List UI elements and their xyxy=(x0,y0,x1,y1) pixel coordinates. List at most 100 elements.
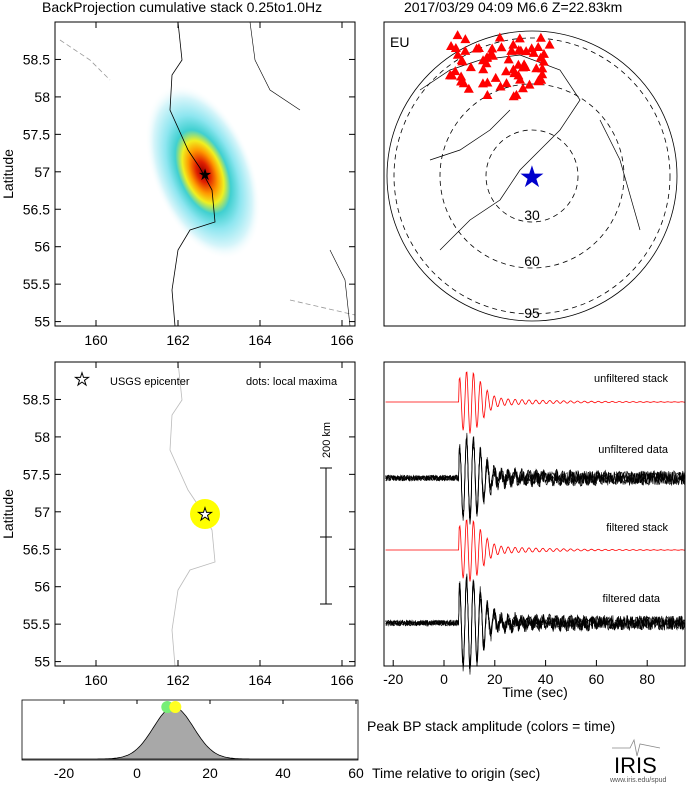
x-tick-label: 20 xyxy=(487,671,503,687)
boundary-line xyxy=(59,39,356,316)
distance-ring-60 xyxy=(439,83,625,269)
svg-text:IRIS: IRIS xyxy=(614,753,657,778)
label-filtered-stack: filtered stack xyxy=(606,522,668,534)
station-triangle-icon xyxy=(508,64,519,74)
axes-frame xyxy=(54,21,356,327)
x-tick-label: 20 xyxy=(202,765,218,781)
y-tick-label: 56.5 xyxy=(23,201,50,217)
continent-outline xyxy=(419,54,641,251)
local-maximum-dot xyxy=(190,499,220,529)
station-triangle-icon xyxy=(494,32,505,42)
axes-frame xyxy=(54,361,356,667)
y-tick-label: 58.5 xyxy=(23,51,50,67)
label-filtered-data: filtered data xyxy=(603,593,661,605)
station-triangle-icon xyxy=(465,62,476,72)
station-triangle-icon xyxy=(456,76,467,86)
station-triangle-icon xyxy=(503,54,514,64)
distance-ring-30 xyxy=(485,129,579,223)
station-triangle-icon xyxy=(537,69,548,79)
distance-ring-95 xyxy=(393,37,671,315)
axes-ticks: 160 162 164 166 55 55.5 56 56.5 57 57.5 58 58.5 xyxy=(23,22,355,348)
station-triangle-icon xyxy=(478,64,489,74)
y-tick-label: 57 xyxy=(34,504,50,520)
station-triangle-icon xyxy=(506,45,517,55)
y-tick-label: 58 xyxy=(34,89,50,105)
y-tick-label: 55.5 xyxy=(23,616,50,632)
trace-line xyxy=(385,573,686,670)
axes-ticks: -20 0 20 40 60 80 xyxy=(383,660,655,687)
station-triangle-icon xyxy=(460,45,471,55)
trace-lines xyxy=(385,371,686,675)
x-tick-label: 160 xyxy=(84,672,108,688)
x-tick-label: 40 xyxy=(538,671,554,687)
x-tick-label: 40 xyxy=(275,765,291,781)
station-triangle-icon xyxy=(514,33,525,43)
epicenter-star-icon: ★ xyxy=(198,167,212,184)
station-triangle-icon xyxy=(482,90,493,100)
station-triangle-icon xyxy=(487,43,498,53)
station-triangle-icon xyxy=(501,66,512,76)
station-triangle-icon xyxy=(495,81,506,91)
coastline xyxy=(169,21,216,327)
traces-panel: unfiltered stack unfiltered data filtere… xyxy=(383,361,686,700)
station-triangle-icon xyxy=(538,48,549,58)
legend-star-icon: ★ xyxy=(74,370,89,389)
legend-dots: dots: local maxima xyxy=(246,376,338,388)
ring-label-30: 30 xyxy=(524,207,540,223)
axes-frame xyxy=(383,21,686,327)
amplitude-panel: -20 0 20 40 60 Peak BP stack amplitude (colo… xyxy=(21,699,615,781)
x-tick-label: 160 xyxy=(84,332,108,348)
ylabel: Latitude xyxy=(0,489,16,539)
title-right: 2017/03/29 04:09 M6.6 Z=22.83km xyxy=(404,0,622,15)
heatmap-panel: ★ 160 162 164 166 55 55.5 56 56.5 57 57.5 58 58.5 L… xyxy=(0,21,356,348)
trace-line xyxy=(385,575,686,672)
y-tick-label: 56 xyxy=(34,579,50,595)
station-triangle-icon xyxy=(471,43,482,53)
time-dot xyxy=(169,701,182,713)
x-tick-label: -20 xyxy=(54,765,74,781)
station-triangle-icon xyxy=(496,42,507,52)
scale-bar-label: 200 km xyxy=(321,422,333,458)
stack-heat-blob xyxy=(145,84,261,260)
ylabel: Latitude xyxy=(0,149,16,199)
y-tick-label: 56.5 xyxy=(23,541,50,557)
y-tick-label: 58.5 xyxy=(23,391,50,407)
x-tick-label: 0 xyxy=(133,765,141,781)
x-tick-label: 166 xyxy=(330,672,354,688)
station-triangle-icon xyxy=(515,74,526,84)
station-triangle-icon xyxy=(535,32,546,42)
logo-url: www.iris.edu/spud xyxy=(609,777,667,784)
trace-line xyxy=(385,371,686,434)
station-triangle-icon xyxy=(531,63,542,73)
scale-bar: 200 km xyxy=(320,422,333,605)
station-triangle-icon xyxy=(524,79,535,89)
label-unfiltered-stack: unfiltered stack xyxy=(594,373,668,385)
station-triangle-icon xyxy=(533,42,544,52)
x-tick-label: 164 xyxy=(248,332,272,348)
amp-xlabel: Time relative to origin (sec) xyxy=(372,765,540,781)
station-triangle-icon xyxy=(456,55,467,65)
station-triangle-icon xyxy=(517,83,528,93)
station-triangle-icon xyxy=(452,49,463,59)
x-tick-label: 0 xyxy=(440,671,448,687)
epicenter-star-icon: ★ xyxy=(197,505,212,524)
axes-ticks: 160 162 164 166 55 55.5 56 56.5 57 57.5 58 58.5 xyxy=(23,362,355,688)
x-tick-label: 164 xyxy=(248,672,272,688)
globe-outline xyxy=(386,30,678,322)
label-unfiltered-data: unfiltered data xyxy=(598,444,669,456)
x-tick-label: 166 xyxy=(330,332,354,348)
station-triangle-icon xyxy=(463,83,474,93)
ring-label-95: 95 xyxy=(524,305,540,321)
station-triangle-icon xyxy=(460,34,471,44)
amp-title: Peak BP stack amplitude (colors = time) xyxy=(367,718,615,734)
station-triangle-icon xyxy=(501,78,512,88)
y-tick-label: 57 xyxy=(34,164,50,180)
station-triangle-icon xyxy=(544,39,555,49)
coastline xyxy=(249,21,351,327)
amplitude-area xyxy=(22,706,358,760)
station-triangle-icon xyxy=(519,59,530,69)
x-tick-label: 80 xyxy=(639,671,655,687)
epicenter-star-icon: ★ xyxy=(519,161,546,194)
